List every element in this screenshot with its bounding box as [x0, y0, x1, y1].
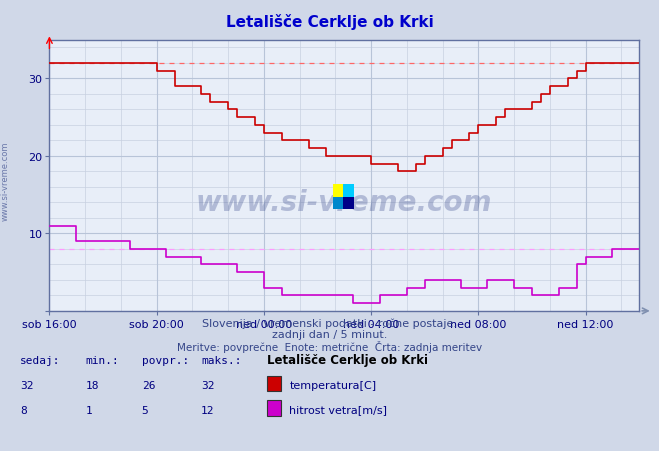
Text: hitrost vetra[m/s]: hitrost vetra[m/s] — [289, 405, 387, 414]
Text: 18: 18 — [86, 380, 99, 390]
Text: maks.:: maks.: — [201, 355, 241, 365]
Text: Meritve: povprečne  Enote: metrične  Črta: zadnja meritev: Meritve: povprečne Enote: metrične Črta:… — [177, 341, 482, 353]
Text: 1: 1 — [86, 405, 92, 414]
Text: Slovenija / vremenski podatki - ročne postaje.: Slovenija / vremenski podatki - ročne po… — [202, 318, 457, 328]
Text: sedaj:: sedaj: — [20, 355, 60, 365]
Text: 32: 32 — [201, 380, 214, 390]
Text: 26: 26 — [142, 380, 155, 390]
Text: min.:: min.: — [86, 355, 119, 365]
Text: 8: 8 — [20, 405, 26, 414]
Text: temperatura[C]: temperatura[C] — [289, 380, 376, 390]
Text: Letališče Cerklje ob Krki: Letališče Cerklje ob Krki — [225, 14, 434, 30]
Text: povpr.:: povpr.: — [142, 355, 189, 365]
Text: 5: 5 — [142, 405, 148, 414]
Text: 32: 32 — [20, 380, 33, 390]
Text: zadnji dan / 5 minut.: zadnji dan / 5 minut. — [272, 329, 387, 339]
Text: Letališče Cerklje ob Krki: Letališče Cerklje ob Krki — [267, 353, 428, 366]
Text: www.si-vreme.com: www.si-vreme.com — [1, 141, 10, 220]
Text: www.si-vreme.com: www.si-vreme.com — [196, 189, 492, 217]
Text: 12: 12 — [201, 405, 214, 414]
